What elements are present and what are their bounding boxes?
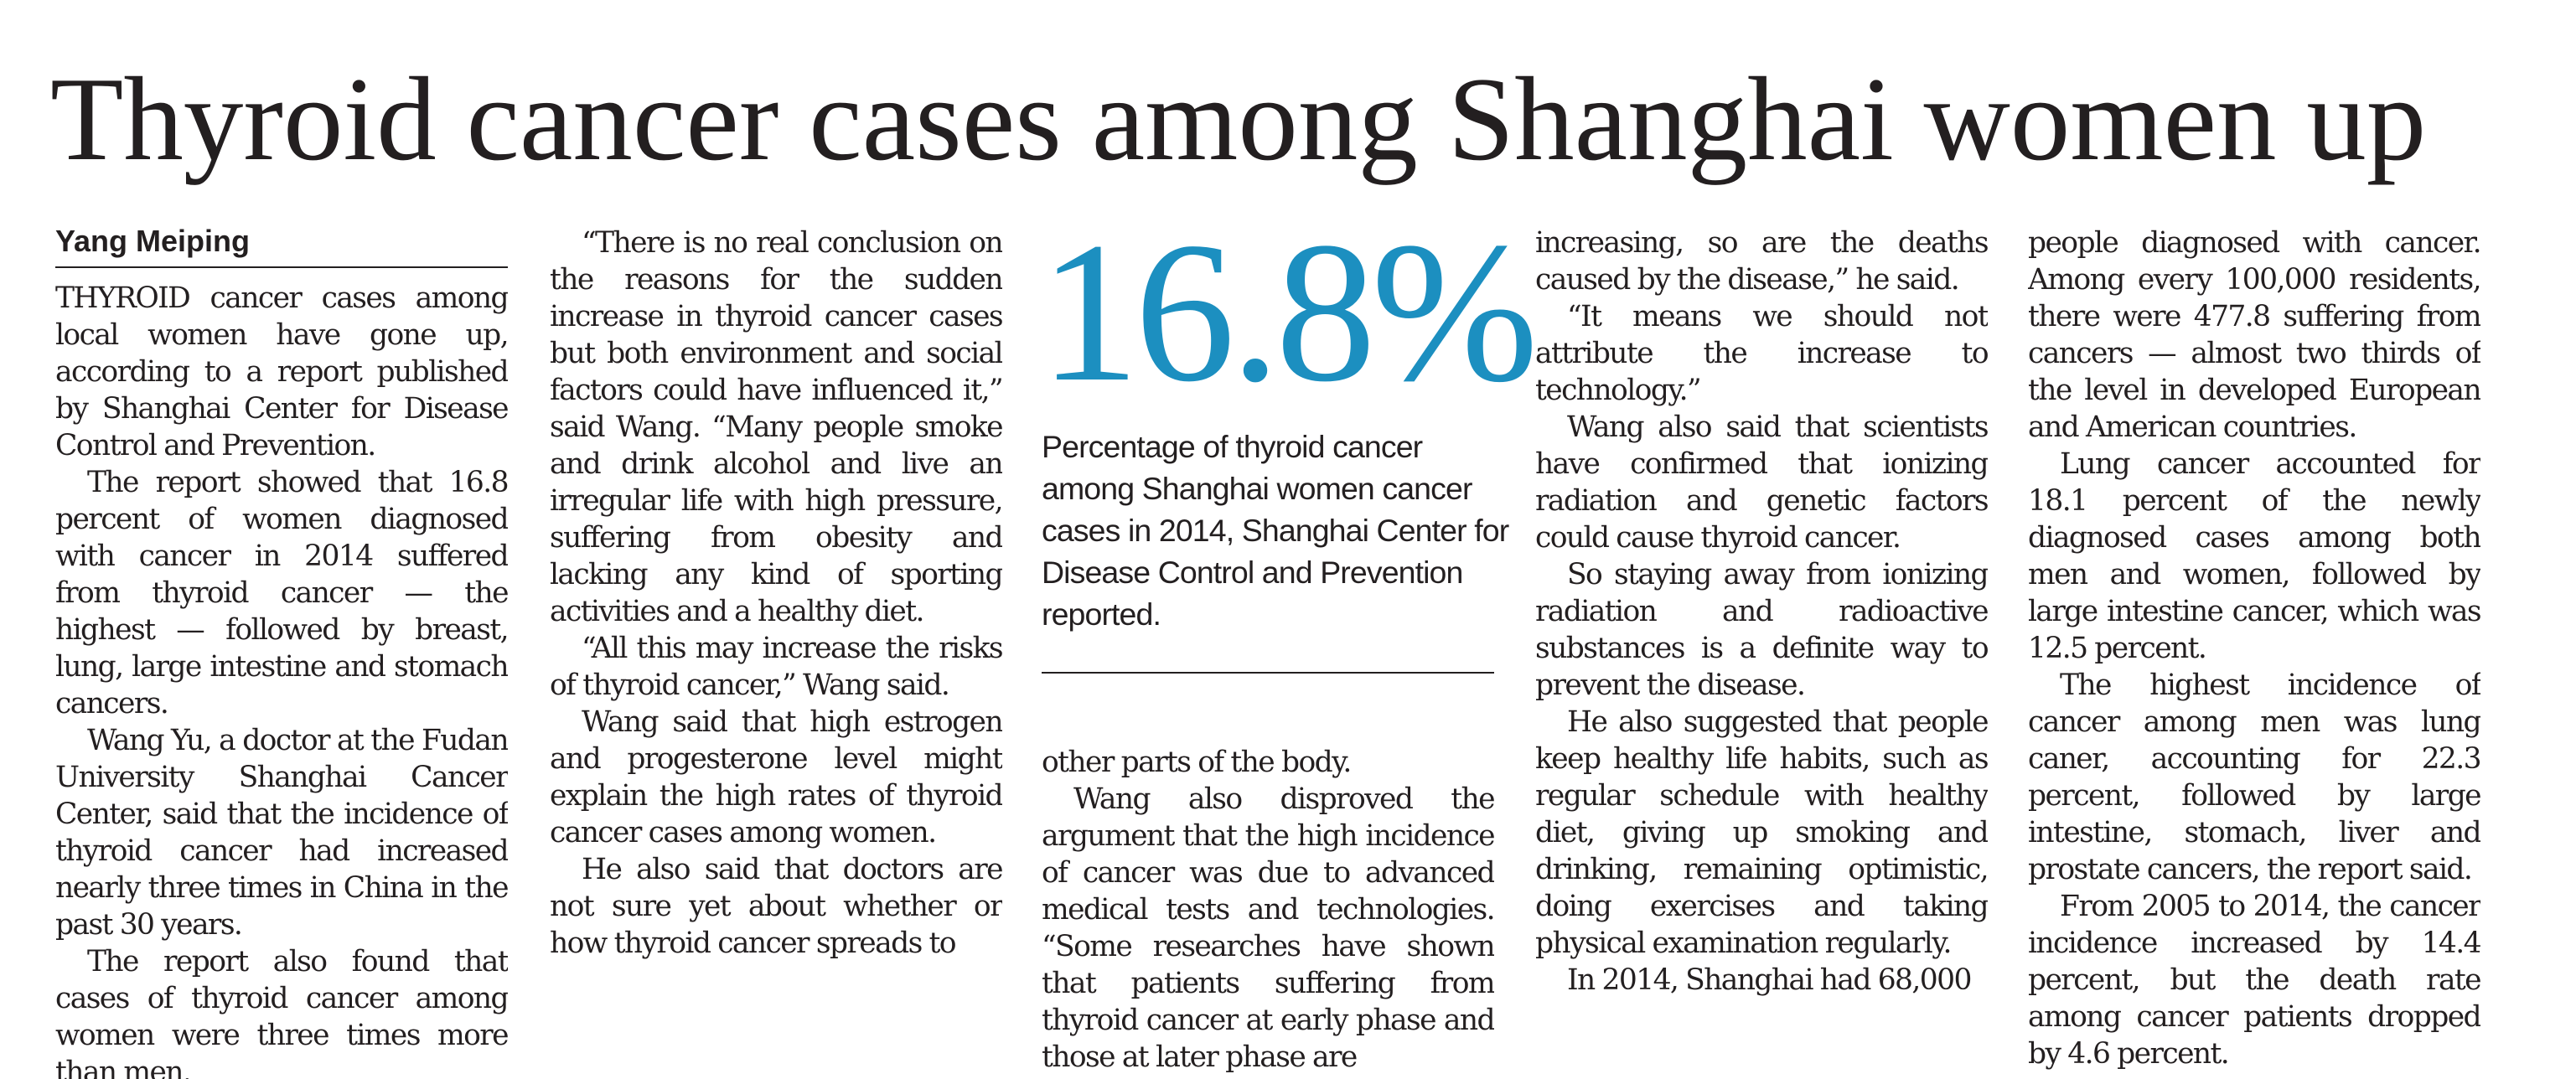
- paragraph: THYROID cancer cases among local women h…: [55, 281, 508, 462]
- article-column-1: THYROID cancer cases among local women h…: [55, 280, 508, 1079]
- paragraph: “All this may increase the risks of thyr…: [550, 632, 1002, 702]
- paragraph: So staying away from ionizing radiation …: [1535, 558, 1988, 702]
- paragraph: “It means we should not attribute the in…: [1535, 300, 1988, 407]
- paragraph: Wang also disproved the argument that th…: [1042, 782, 1494, 1074]
- headline: Thyroid cancer cases among Shanghai wome…: [50, 53, 2427, 185]
- paragraph: Lung cancer accounted for 18.1 percent o…: [2028, 447, 2480, 665]
- article-column-3: other parts of the body. Wang also dispr…: [1042, 744, 1494, 1079]
- paragraph: From 2005 to 2014, the cancer incidence …: [2028, 890, 2480, 1071]
- paragraph: The report showed that 16.8 percent of w…: [55, 466, 508, 720]
- article-column-2: “There is no real conclusion on the reas…: [550, 225, 1002, 1079]
- paragraph: Wang also said that scientists have conf…: [1535, 410, 1988, 555]
- pullout-caption: Percentage of thyroid cancer among Shang…: [1042, 429, 1509, 632]
- paragraph: Wang said that high estrogen and progest…: [550, 705, 1002, 849]
- paragraph: increasing, so are the deaths caused by …: [1535, 226, 1988, 297]
- article-column-5: people diagnosed with cancer. Among ever…: [2028, 225, 2480, 1079]
- paragraph: “There is no real conclusion on the reas…: [550, 226, 1002, 628]
- paragraph: other parts of the body.: [1042, 746, 1352, 779]
- paragraph: He also suggested that people keep healt…: [1535, 705, 1988, 960]
- paragraph: The highest incidence of cancer among me…: [2028, 669, 2480, 886]
- byline-rule: [55, 266, 508, 268]
- paragraph: Wang Yu, a doctor at the Fudan Universit…: [55, 724, 508, 942]
- paragraph: In 2014, Shanghai had 68,000: [1567, 963, 1972, 997]
- paragraph: He also said that doctors are not sure y…: [550, 853, 1002, 960]
- pullout-stat: 16.8%: [1039, 200, 1539, 423]
- article-column-4: increasing, so are the deaths caused by …: [1535, 225, 1988, 1079]
- byline: Yang Meiping: [55, 224, 251, 258]
- paragraph: The report also found that cases of thyr…: [55, 945, 508, 1079]
- pullout-rule: [1042, 672, 1494, 674]
- paragraph: people diagnosed with cancer. Among ever…: [2028, 226, 2480, 444]
